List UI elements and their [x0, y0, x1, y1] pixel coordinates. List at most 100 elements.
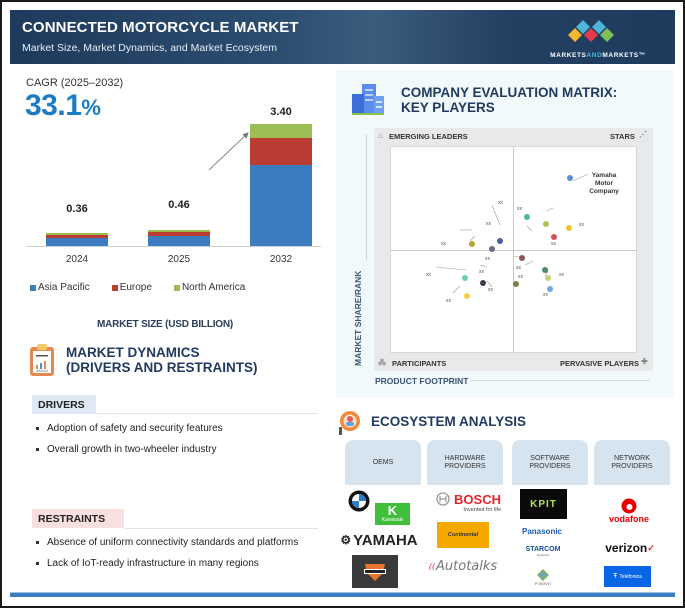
bar-segment-europe [250, 138, 312, 166]
logo-diamonds-icon [568, 20, 614, 42]
company-label-placeholder: xx [479, 269, 484, 275]
bar-value-label: 0.36 [66, 203, 88, 216]
y-axis-arrow [366, 134, 367, 260]
p-novo-logo: P-NOVO [528, 565, 558, 589]
market-size-chart: 0.36 2024 0.46 2025 3.40 2032 [26, 100, 321, 300]
legend-swatch [111, 284, 118, 291]
x-tick-label: 2032 [269, 254, 293, 265]
cagr-label: CAGR (2025–2032) [26, 77, 124, 89]
bar-segment-north-america [250, 124, 312, 139]
legend-item: North America [173, 282, 245, 293]
company-dot [519, 255, 525, 261]
company-dot [566, 225, 572, 231]
stars-icon: ⋰ [639, 130, 647, 139]
pervasive-icon: ✚ [641, 357, 648, 366]
bar-2024 [46, 233, 108, 246]
company-dot [513, 281, 519, 287]
x-axis-arrow [470, 380, 650, 381]
bar-value-label: 0.46 [168, 199, 190, 212]
legend-swatch [30, 284, 36, 291]
quadrant-participants: PARTICIPANTS [392, 359, 447, 368]
company-dot [545, 275, 551, 281]
y-axis-label: MARKET SHARE/RANK [353, 270, 363, 366]
company-dot [542, 267, 548, 273]
yamaha-logo: ⚙ YAMAHA [340, 531, 418, 549]
bmw-logo [347, 489, 371, 513]
yamaha-motor-company-label: Yamaha Motor Company [589, 172, 619, 195]
marketsandmarkets-logo: MARKETSANDMARKETS™ [543, 15, 653, 59]
emerging-leaders-icon: ⌂ [378, 131, 383, 140]
growth-arrow-icon [208, 132, 249, 171]
bar-segment-asia-pacific [46, 238, 108, 246]
company-label-placeholder: xx [485, 256, 490, 262]
company-dot [469, 241, 475, 247]
legend-item: Asia Pacific [30, 282, 90, 293]
telefonica-logo: Ŧ Telefonica [604, 566, 651, 587]
header-banner: CONNECTED MOTORCYCLE MARKET Market Size,… [10, 10, 675, 64]
company-label-placeholder: xx [543, 292, 548, 298]
company-label-placeholder: xx [516, 265, 521, 271]
evaluation-matrix-title: COMPANY EVALUATION MATRIX: KEY PLAYERS [401, 85, 618, 115]
page-subtitle: Market Size, Market Dynamics, and Market… [22, 42, 277, 54]
company-dot [464, 293, 470, 299]
page-title: CONNECTED MOTORCYCLE MARKET [22, 19, 299, 36]
ecosystem-title: ECOSYSTEM ANALYSIS [371, 414, 527, 429]
legend-item: Europe [111, 282, 152, 293]
vodafone-speechmark-icon [621, 498, 637, 514]
legend-swatch [173, 284, 180, 291]
drivers-tag: DRIVERS [32, 395, 96, 414]
buildings-icon [352, 84, 384, 115]
bar-segment-north-america [46, 233, 108, 236]
autotalks-logo: ((Autotalks [428, 558, 498, 574]
company-dot [543, 221, 549, 227]
company-label-placeholder: xx [498, 200, 503, 206]
chart-legend: Asia Pacific Europe North America [30, 282, 245, 293]
kawasaki-logo: K Kawasaki [375, 503, 410, 525]
quadrant-vertical-divider [513, 147, 514, 352]
company-label-placeholder: xx [551, 241, 556, 247]
company-dot [524, 214, 530, 220]
continental-logo: Continental [437, 522, 489, 548]
driver-item: Adoption of safety and security features [36, 423, 223, 434]
company-dot [489, 246, 495, 252]
ecosystem-header-software: SOFTWARE PROVIDERS [512, 440, 588, 485]
bar-2025 [148, 229, 210, 246]
matrix-plot-area [390, 146, 637, 353]
company-label-placeholder: xx [517, 206, 522, 212]
bar-segment-north-america [148, 229, 210, 233]
quadrant-emerging-leaders: EMERGING LEADERS [389, 132, 468, 141]
bar-segment-europe [46, 235, 108, 239]
company-label-placeholder: xx [488, 287, 493, 293]
company-label-placeholder: xx [518, 274, 523, 280]
company-dot [497, 238, 503, 244]
driver-item: Overall growth in two-wheeler industry [36, 444, 223, 455]
restraint-item: Lack of IoT-ready infrastructure in many… [36, 558, 298, 569]
company-label-placeholder: xx [559, 272, 564, 278]
kpit-logo: KPIT [520, 489, 567, 519]
drivers-divider [96, 413, 318, 414]
drivers-list: Adoption of safety and security features… [36, 423, 223, 465]
participants-icon: ⁂ [378, 358, 386, 367]
restraint-item: Absence of uniform connectivity standard… [36, 537, 298, 548]
bar-segment-europe [148, 232, 210, 236]
company-label-placeholder: xx [446, 298, 451, 304]
company-label-placeholder: xx [486, 221, 491, 227]
company-dot [480, 280, 486, 286]
company-dot [547, 286, 553, 292]
x-axis-label: PRODUCT FOOTPRINT [375, 376, 469, 386]
company-label-placeholder: xx [441, 241, 446, 247]
quadrant-horizontal-divider [391, 250, 636, 251]
bar-value-label: 3.40 [270, 106, 292, 118]
quadrant-stars: STARS [610, 132, 635, 141]
bar-segment-asia-pacific [148, 235, 210, 246]
ecosystem-header-hardware: HARDWARE PROVIDERS [427, 440, 503, 485]
x-tick-label: 2025 [167, 254, 191, 265]
bar-2032 [250, 124, 312, 246]
chart-baseline [26, 246, 321, 247]
harley-davidson-logo [352, 555, 398, 588]
market-dynamics-title: MARKET DYNAMICS (DRIVERS AND RESTRAINTS) [66, 345, 258, 375]
company-dot [567, 175, 573, 181]
company-dot [462, 275, 468, 281]
restraints-list: Absence of uniform connectivity standard… [36, 537, 298, 579]
